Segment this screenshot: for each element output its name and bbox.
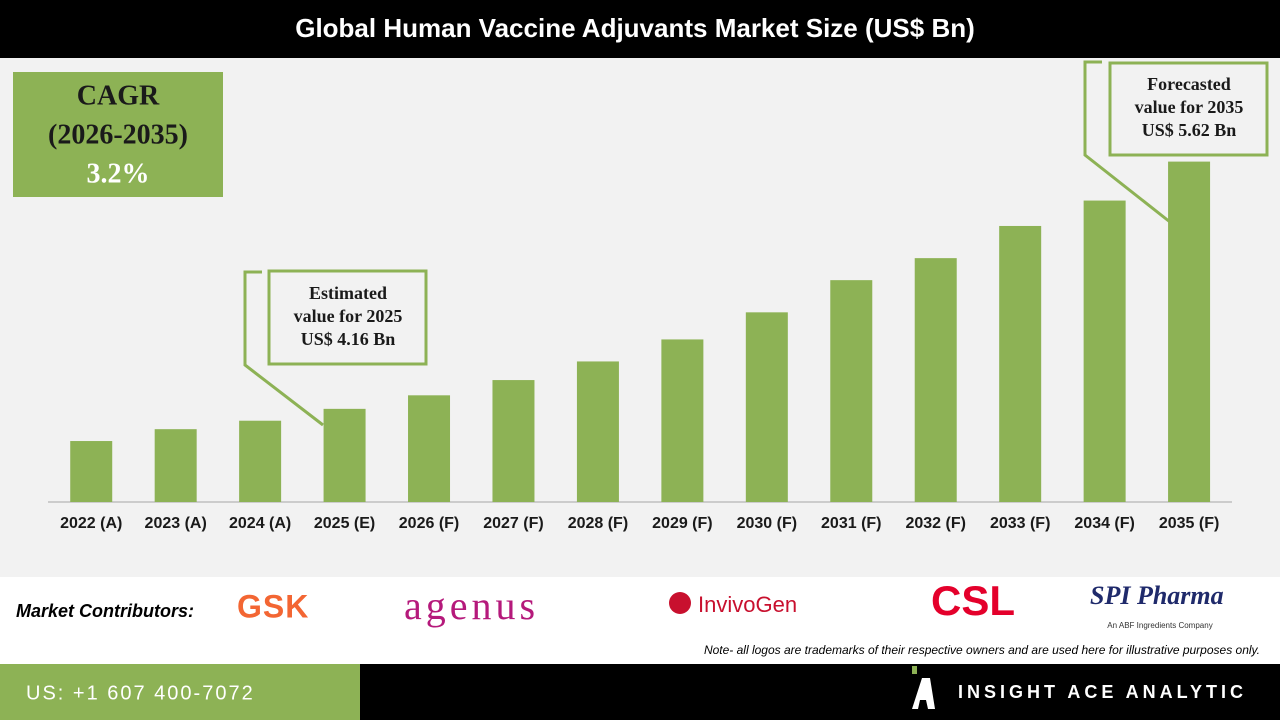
x-tick-label: 2024 (A) xyxy=(229,515,291,532)
brand-band xyxy=(360,664,1280,720)
note: Note- all logos are trademarks of their … xyxy=(704,643,1260,657)
bar xyxy=(830,280,873,502)
contributors-label: Market Contributors: xyxy=(16,601,194,621)
bar xyxy=(999,225,1042,503)
bar xyxy=(492,380,535,502)
logo: CSL xyxy=(931,577,1015,624)
bar xyxy=(576,361,619,502)
cagr-value: 3.2% xyxy=(87,158,150,189)
annotation-text: Estimated xyxy=(309,283,387,303)
title-bar xyxy=(0,0,1280,58)
logo-tagline: An ABF Ingredients Company xyxy=(1107,621,1212,630)
x-tick-label: 2030 (F) xyxy=(737,515,797,532)
annotation-connector xyxy=(1083,60,1171,224)
bar xyxy=(408,395,451,502)
bar xyxy=(323,408,366,502)
brand-logo xyxy=(912,678,935,709)
bar xyxy=(1168,161,1211,502)
phone: US: +1 607 400-7072 xyxy=(26,682,255,704)
annotation-text: US$ 4.16 Bn xyxy=(301,329,396,349)
chart-title: Global Human Vaccine Adjuvants Market Si… xyxy=(295,13,975,43)
bar xyxy=(239,420,282,502)
bar xyxy=(70,441,113,502)
bar xyxy=(661,339,704,502)
x-tick-label: 2022 (A) xyxy=(60,515,122,532)
annotation-box xyxy=(267,269,428,366)
cagr-period: (2026-2035) xyxy=(48,119,188,150)
x-tick-label: 2031 (F) xyxy=(821,515,881,532)
logo: InvivoGen xyxy=(698,592,797,617)
bar xyxy=(914,258,957,502)
footer-band xyxy=(0,577,1280,664)
logo: GSK xyxy=(237,588,309,624)
annotation-text: value for 2035 xyxy=(1135,97,1244,117)
x-tick-label: 2034 (F) xyxy=(1074,515,1134,532)
brand: INSIGHT ACE ANALYTIC xyxy=(958,682,1247,702)
annotation-box xyxy=(1108,61,1269,157)
annotation-connector xyxy=(243,270,324,427)
plot xyxy=(70,161,1211,503)
x-tick-label: 2023 (A) xyxy=(145,515,207,532)
annotation-text: US$ 5.62 Bn xyxy=(1142,120,1237,140)
brand-logo-accent xyxy=(912,666,917,674)
cagr-box xyxy=(13,72,223,197)
x-tick-label: 2033 (F) xyxy=(990,515,1050,532)
x-tick-label: 2027 (F) xyxy=(483,515,543,532)
bar xyxy=(154,429,197,502)
logo-icon xyxy=(669,592,691,614)
logo: SPI Pharma xyxy=(1090,581,1224,610)
bar xyxy=(1083,200,1126,502)
annotation-text: value for 2025 xyxy=(294,306,403,326)
annotation-text: Forecasted xyxy=(1147,74,1231,94)
x-tick-label: 2032 (F) xyxy=(905,515,965,532)
logo: agenus xyxy=(404,583,539,628)
x-tick-label: 2029 (F) xyxy=(652,515,712,532)
cagr-label: CAGR xyxy=(77,80,160,111)
x-tick-label: 2025 (E) xyxy=(314,515,375,532)
x-tick-label: 2026 (F) xyxy=(399,515,459,532)
x-tick-label: 2028 (F) xyxy=(568,515,628,532)
phone-band xyxy=(0,664,360,720)
bar xyxy=(745,312,788,502)
x-tick-label: 2035 (F) xyxy=(1159,515,1219,532)
